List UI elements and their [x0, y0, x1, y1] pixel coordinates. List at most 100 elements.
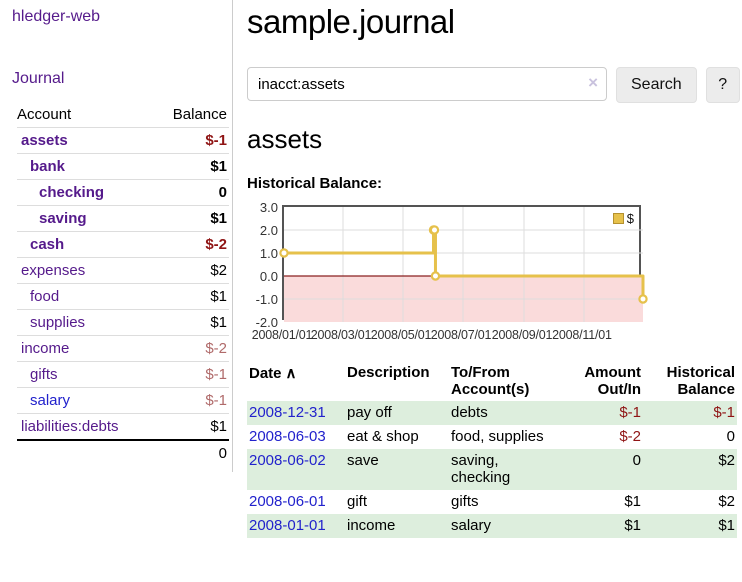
- account-row: bank $1: [17, 153, 229, 180]
- account-balance: $-2: [154, 231, 229, 258]
- transaction-accounts: gifts: [451, 493, 479, 510]
- transaction-description: pay off: [347, 404, 392, 421]
- transaction-accounts: saving, checking: [451, 452, 511, 486]
- account-row: income $-2: [17, 335, 229, 362]
- chart-plot-area[interactable]: $: [279, 205, 648, 322]
- transaction-balance: $2: [718, 493, 735, 510]
- register-col-balance: Historical Balance: [666, 364, 735, 398]
- chart-x-tick-label: 2008/09/01: [491, 328, 553, 342]
- legend-swatch-icon: [612, 213, 624, 224]
- account-link[interactable]: bank: [30, 158, 66, 175]
- help-button[interactable]: ?: [705, 67, 740, 103]
- register-header-row: Date ∧ Description To/From Account(s) Amount…: [247, 362, 737, 401]
- register-table: Date ∧ Description To/From Account(s) Amount…: [247, 362, 737, 538]
- register-row: 2008-06-03 eat & shop food, supplies $-2 0: [247, 425, 737, 449]
- accounts-header-row: Account Balance: [17, 102, 229, 128]
- transaction-date-link[interactable]: 2008-01-01: [249, 517, 326, 534]
- register-col-date[interactable]: Date ∧: [249, 365, 297, 382]
- account-heading: assets: [247, 124, 323, 154]
- accounts-header-account: Account: [17, 102, 155, 128]
- hledger-web-app: hledger-web Journal Account Balance asse…: [0, 0, 742, 538]
- account-balance: $2: [154, 257, 229, 284]
- account-balance: $1: [154, 309, 229, 336]
- account-balance: $-1: [154, 387, 229, 414]
- account-link[interactable]: gifts: [30, 366, 58, 383]
- transaction-date-link[interactable]: 2008-06-02: [249, 452, 326, 469]
- account-link[interactable]: liabilities:debts: [21, 418, 119, 435]
- transaction-amount: $1: [624, 493, 641, 510]
- account-balance: 0: [154, 179, 229, 206]
- account-balance: $1: [154, 413, 229, 441]
- transaction-amount: 0: [632, 452, 641, 469]
- transaction-description: save: [347, 452, 379, 469]
- account-balance: $1: [154, 283, 229, 310]
- transaction-amount: $-1: [619, 404, 641, 421]
- account-balance: $-1: [154, 127, 229, 154]
- account-row: checking 0: [17, 179, 229, 206]
- legend-series-label: $: [626, 211, 634, 226]
- account-row: food $1: [17, 283, 229, 310]
- transaction-accounts: salary: [451, 517, 492, 534]
- account-balance: $-1: [154, 361, 229, 388]
- chart-y-tick-label: 2.0: [259, 223, 278, 238]
- account-row: assets $-1: [17, 127, 229, 154]
- account-row: salary $-1: [17, 387, 229, 414]
- search-input[interactable]: [247, 67, 607, 101]
- register-col-accounts: To/From Account(s): [451, 364, 530, 398]
- chart-x-tick-label: 2008/03/01: [310, 328, 372, 342]
- chart-y-tick-label: 3.0: [259, 200, 278, 215]
- accounts-total-value: 0: [154, 439, 229, 466]
- account-row: supplies $1: [17, 309, 229, 336]
- transaction-balance: 0: [726, 428, 735, 445]
- account-balance: $-2: [154, 335, 229, 362]
- accounts-total-spacer: [17, 439, 155, 466]
- account-link[interactable]: income: [21, 340, 70, 357]
- account-link[interactable]: food: [30, 288, 60, 305]
- sort-ascending-icon: ∧: [285, 365, 297, 382]
- chart-x-tick-label: 2008/11/01: [552, 328, 612, 342]
- chart-y-tick-label: 1.0: [259, 246, 278, 261]
- chart-x-tick-label: 2008/01/01: [251, 328, 313, 342]
- transaction-date-link[interactable]: 2008-06-03: [249, 428, 326, 445]
- transaction-balance: $1: [718, 517, 735, 534]
- app-brand-link[interactable]: hledger-web: [12, 8, 101, 25]
- register-col-description: Description: [347, 364, 430, 381]
- transaction-balance: $2: [718, 452, 735, 469]
- chart-y-tick-label: 0.0: [259, 269, 278, 284]
- chart-x-tick-label: 2008/07/01: [430, 328, 492, 342]
- search-button[interactable]: Search: [616, 67, 697, 103]
- historical-balance-chart[interactable]: $ 3.0 2.0 1.0 0.0 -1.0 -2.0 2008/01/01 2008/03/…: [247, 200, 742, 347]
- search-input-wrap: ×: [247, 67, 607, 103]
- sidebar: hledger-web Journal Account Balance asse…: [0, 0, 233, 472]
- account-row: expenses $2: [17, 257, 229, 284]
- nav-journal-link[interactable]: Journal: [12, 70, 65, 87]
- transaction-date-link[interactable]: 2008-12-31: [249, 404, 326, 421]
- accounts-total-row: 0: [17, 439, 229, 466]
- account-balance: $1: [154, 205, 229, 232]
- chart-x-tick-label: 2008/05/01: [370, 328, 432, 342]
- transaction-balance: $-1: [713, 404, 735, 421]
- register-row: 2008-01-01 income salary $1 $1: [247, 514, 737, 538]
- account-balance: $1: [154, 153, 229, 180]
- account-link[interactable]: assets: [21, 132, 68, 149]
- account-link[interactable]: salary: [30, 392, 71, 409]
- register-col-amount: Amount Out/In: [584, 364, 641, 398]
- chart-legend: $: [612, 211, 634, 226]
- transaction-date-link[interactable]: 2008-06-01: [249, 493, 326, 510]
- register-row: 2008-06-02 save saving, checking 0 $2: [247, 449, 737, 490]
- account-link[interactable]: checking: [39, 184, 105, 201]
- transaction-amount: $1: [624, 517, 641, 534]
- page-title: sample.journal: [247, 3, 455, 40]
- transaction-description: income: [347, 517, 396, 534]
- account-link[interactable]: saving: [39, 210, 87, 227]
- account-link[interactable]: expenses: [21, 262, 86, 279]
- accounts-table: Account Balance assets $-1 bank $1 checking 0…: [17, 102, 229, 466]
- account-row: cash $-2: [17, 231, 229, 258]
- clear-search-icon[interactable]: ×: [588, 73, 598, 92]
- transaction-accounts: debts: [451, 404, 488, 421]
- account-row: liabilities:debts $1: [17, 413, 229, 441]
- register-row: 2008-06-01 gift gifts $1 $2: [247, 490, 737, 514]
- account-link[interactable]: supplies: [30, 314, 86, 331]
- main-content: sample.journal × Search ? assets Histori…: [233, 0, 742, 538]
- account-link[interactable]: cash: [30, 236, 65, 253]
